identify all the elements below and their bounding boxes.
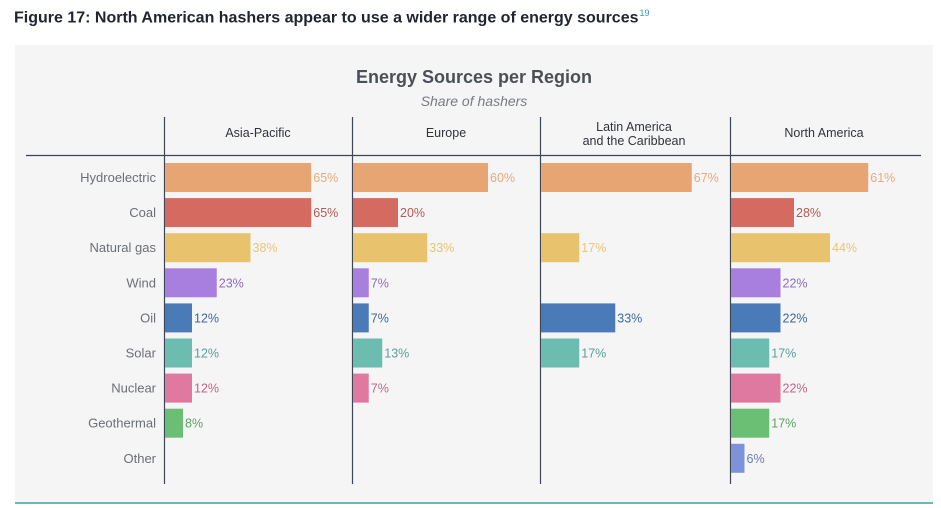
bar-europe-solar	[353, 338, 383, 368]
category-label-other: Other	[123, 451, 156, 466]
value-label-latin-america-and-the-caribbean-oil: 33%	[617, 311, 642, 325]
value-label-europe-nuclear: 7%	[371, 382, 389, 396]
bar-north-america-wind	[731, 268, 781, 298]
panel-header-north-america: North America	[784, 126, 863, 140]
bar-asia-pacific-geothermal	[165, 408, 183, 438]
bar-north-america-natural-gas	[731, 233, 830, 263]
panel-header-asia-pacific: Asia-Pacific	[225, 126, 290, 140]
value-label-north-america-natural-gas: 44%	[832, 241, 857, 255]
category-label-nuclear: Nuclear	[111, 381, 156, 396]
bar-latin-america-and-the-caribbean-solar	[541, 338, 580, 368]
category-label-coal: Coal	[129, 205, 156, 220]
bar-asia-pacific-nuclear	[165, 373, 192, 403]
bottom-divider	[15, 502, 933, 504]
bar-north-america-coal	[731, 198, 794, 228]
panel-header-europe: Europe	[426, 126, 466, 140]
bar-asia-pacific-hydroelectric	[165, 163, 312, 192]
value-label-europe-natural-gas: 33%	[429, 241, 454, 255]
value-label-north-america-other: 6%	[747, 452, 765, 466]
value-label-north-america-nuclear: 22%	[783, 382, 808, 396]
value-label-asia-pacific-coal: 65%	[313, 206, 338, 220]
value-label-asia-pacific-hydroelectric: 65%	[313, 171, 338, 185]
bar-europe-nuclear	[353, 373, 369, 403]
figure-title: Figure 17: North American hashers appear…	[14, 8, 650, 27]
bar-europe-coal	[353, 198, 398, 228]
value-label-asia-pacific-wind: 23%	[219, 276, 244, 290]
bar-north-america-oil	[731, 303, 781, 333]
value-label-europe-solar: 13%	[384, 347, 409, 361]
category-label-wind: Wind	[126, 275, 156, 290]
category-label-geothermal: Geothermal	[88, 416, 156, 431]
bar-north-america-geothermal	[731, 408, 770, 438]
bar-latin-america-and-the-caribbean-natural-gas	[541, 233, 580, 263]
value-label-north-america-oil: 22%	[783, 311, 808, 325]
value-label-asia-pacific-geothermal: 8%	[185, 417, 203, 431]
bar-latin-america-and-the-caribbean-oil	[541, 303, 616, 333]
bar-asia-pacific-oil	[165, 303, 192, 333]
category-label-solar: Solar	[126, 346, 157, 361]
value-label-north-america-geothermal: 17%	[771, 417, 796, 431]
value-label-north-america-hydroelectric: 61%	[870, 171, 895, 185]
value-label-asia-pacific-natural-gas: 38%	[253, 241, 278, 255]
value-label-asia-pacific-nuclear: 12%	[194, 382, 219, 396]
figure-title-text: Figure 17: North American hashers appear…	[14, 9, 639, 27]
bar-europe-oil	[353, 303, 369, 333]
value-label-europe-hydroelectric: 60%	[490, 171, 515, 185]
value-label-europe-coal: 20%	[400, 206, 425, 220]
panel-header-latin-america-and-the-caribbean: Latin America and the Caribbean	[583, 120, 686, 148]
value-label-asia-pacific-solar: 12%	[194, 347, 219, 361]
value-label-north-america-wind: 22%	[783, 276, 808, 290]
bar-north-america-nuclear	[731, 373, 781, 403]
value-label-latin-america-and-the-caribbean-solar: 17%	[581, 347, 606, 361]
value-label-north-america-coal: 28%	[796, 206, 821, 220]
bar-asia-pacific-wind	[165, 268, 217, 298]
chart-title: Energy Sources per Region	[356, 67, 592, 87]
bar-asia-pacific-solar	[165, 338, 192, 368]
bar-europe-hydroelectric	[353, 163, 488, 192]
footnote-reference[interactable]: 19	[639, 8, 650, 18]
value-label-europe-oil: 7%	[371, 311, 389, 325]
chart-subtitle: Share of hashers	[421, 93, 528, 109]
bar-asia-pacific-natural-gas	[165, 233, 251, 263]
category-label-hydroelectric: Hydroelectric	[80, 170, 156, 185]
bar-north-america-solar	[731, 338, 770, 368]
value-label-europe-wind: 7%	[371, 276, 389, 290]
category-label-natural-gas: Natural gas	[90, 240, 157, 255]
bar-north-america-hydroelectric	[731, 163, 869, 192]
category-label-oil: Oil	[140, 310, 156, 325]
bar-latin-america-and-the-caribbean-hydroelectric	[541, 163, 692, 192]
bar-asia-pacific-coal	[165, 198, 312, 228]
value-label-north-america-solar: 17%	[771, 347, 796, 361]
bar-europe-natural-gas	[353, 233, 428, 263]
value-label-latin-america-and-the-caribbean-natural-gas: 17%	[581, 241, 606, 255]
value-label-latin-america-and-the-caribbean-hydroelectric: 67%	[694, 171, 719, 185]
bar-north-america-other	[731, 443, 745, 473]
value-label-asia-pacific-oil: 12%	[194, 311, 219, 325]
bar-europe-wind	[353, 268, 369, 298]
